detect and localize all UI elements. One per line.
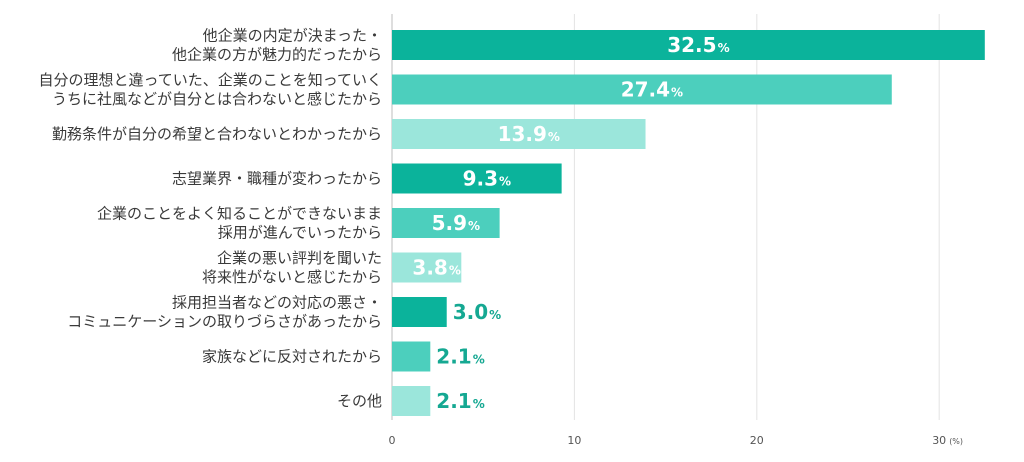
bars [392,30,985,416]
value-label: 2.1% [436,345,484,369]
value-percent-sign: % [449,264,461,278]
category-label: 家族などに反対されたから [202,348,382,366]
value-number: 3.0 [453,300,488,324]
category-label-line: 自分の理想と違っていた、企業のことを知っていく [38,71,382,89]
category-label: 勤務条件が自分の希望と合わないとわかったから [52,125,382,143]
category-label-line: 企業のことをよく知ることができないまま [97,205,382,223]
bar [392,252,462,283]
category-labels: 他企業の内定が決まった・他企業の方が魅力的だったから自分の理想と違っていた、企業… [38,27,382,411]
x-tick-label: 10 [567,434,581,447]
category-label: 企業の悪い評判を聞いた将来性がないと感じたから [202,249,382,286]
bar [392,208,500,238]
value-label: 3.8% [412,256,460,280]
value-number: 2.1 [436,389,471,413]
category-label-line: 勤務条件が自分の希望と合わないとわかったから [52,125,382,143]
bar [392,163,562,194]
category-label-line: 他企業の方が魅力的だったから [172,46,382,64]
value-percent-sign: % [473,353,485,367]
bar [392,341,431,372]
value-number: 9.3 [463,167,498,191]
value-label: 13.9% [498,122,560,146]
value-percent-sign: % [671,86,683,100]
value-percent-sign: % [473,397,485,411]
bar [392,74,892,105]
value-labels: 32.5%27.4%13.9%9.3%5.9%3.8%3.0%2.1%2.1% [412,33,729,413]
x-tick-label: 30 [932,434,946,447]
category-label: 志望業界・職種が変わったから [172,170,382,188]
category-label-line: 採用が進んでいったから [218,224,382,242]
category-label: 自分の理想と違っていた、企業のことを知っていくうちに社風などが自分とは合わないと… [38,71,382,108]
value-label: 27.4% [621,78,683,102]
value-number: 32.5 [667,33,716,57]
category-label-line: 企業の悪い評判を聞いた [217,249,382,267]
value-percent-sign: % [718,41,730,55]
value-label: 3.0% [453,300,501,324]
category-label-line: うちに社風などが自分とは合わないと感じたから [52,90,382,108]
value-percent-sign: % [489,308,501,322]
category-label: その他 [337,392,382,410]
x-axis-ticks: 0 10 20 30 (%) [389,434,964,447]
bar [392,119,646,149]
category-label-line: 志望業界・職種が変わったから [172,170,382,188]
category-label-line: コミュニケーションの取りづらさがあったから [67,313,382,331]
bar [392,386,431,416]
value-number: 13.9 [498,122,547,146]
category-label-line: 将来性がないと感じたから [202,268,382,286]
x-tick-label: 20 [750,434,764,447]
value-label: 32.5% [667,33,729,57]
category-label: 採用担当者などの対応の悪さ・コミュニケーションの取りづらさがあったから [67,294,382,331]
value-label: 5.9% [432,211,480,235]
value-percent-sign: % [548,130,560,144]
category-label-line: 採用担当者などの対応の悪さ・ [172,294,382,312]
value-number: 3.8 [412,256,447,280]
value-number: 2.1 [436,345,471,369]
value-label: 9.3% [463,167,511,191]
value-number: 27.4 [621,78,670,102]
value-percent-sign: % [499,175,511,189]
category-label: 企業のことをよく知ることができないまま採用が進んでいったから [97,205,382,242]
category-label-line: 家族などに反対されたから [202,348,382,366]
bar [392,297,447,327]
value-percent-sign: % [468,219,480,233]
x-tick-label: 0 [389,434,396,447]
value-number: 5.9 [432,211,467,235]
x-unit-label: (%) [949,437,963,446]
category-label-line: その他 [337,392,382,410]
category-label: 他企業の内定が決まった・他企業の方が魅力的だったから [172,27,382,64]
value-label: 2.1% [436,389,484,413]
category-label-line: 他企業の内定が決まった・ [203,27,382,45]
bar [392,30,985,60]
